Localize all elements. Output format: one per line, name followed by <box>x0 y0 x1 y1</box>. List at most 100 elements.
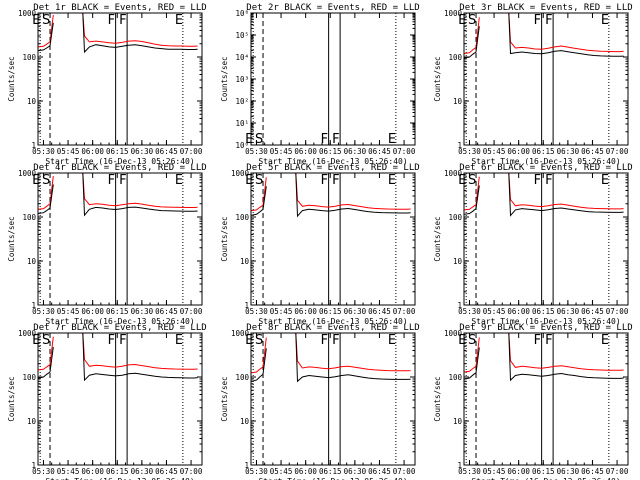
y-axis-label: Counts/sec <box>7 376 16 421</box>
x-tick-label: 05:30 <box>245 467 268 476</box>
y-tick-label: 10 <box>27 97 37 106</box>
detector-panel: Det 9r BLACK = Events, RED = LLD 1 10 100 10… <box>433 323 633 480</box>
x-tick-label: 05:45 <box>270 307 293 316</box>
x-tick-label: 05:30 <box>458 147 481 156</box>
y-tick-label: 1 <box>457 461 462 470</box>
x-tick-label: 06:00 <box>507 307 530 316</box>
y-axis-label: Counts/sec <box>220 376 229 421</box>
x-tick-label: 06:30 <box>131 467 154 476</box>
x-tick-label: 05:30 <box>458 307 481 316</box>
y-axis-label: Counts/sec <box>7 216 16 261</box>
x-tick-label: 05:30 <box>32 147 55 156</box>
y-tick-label: 100 <box>448 213 462 222</box>
x-tick-label: 06:15 <box>532 467 555 476</box>
x-tick-label: 07:00 <box>606 307 629 316</box>
marker-label-f: F <box>119 13 126 28</box>
y-tick-label: 10⁰ <box>235 141 249 150</box>
y-tick-label: 10 <box>240 417 250 426</box>
marker-label-e: E <box>458 173 466 188</box>
marker-label-e: E <box>601 13 609 28</box>
x-axis-label: Start Time (16-Dec-13 05:26:40) <box>471 317 620 326</box>
panel-title: Det 1r BLACK = Events, RED = LLD <box>33 3 206 13</box>
marker-label-s: S <box>468 173 476 188</box>
detector-panel: Det 1r BLACK = Events, RED = LLD 1 10 100 10… <box>7 3 207 166</box>
marker-label-f: F <box>108 13 115 28</box>
y-axis-label: Counts/sec <box>433 376 442 421</box>
panel-title: Det 4r BLACK = Events, RED = LLD <box>33 163 206 173</box>
x-axis-label: Start Time (16-Dec-13 05:26:40) <box>471 477 620 480</box>
x-tick-label: 06:30 <box>131 147 154 156</box>
marker-label-s: S <box>255 173 263 188</box>
plot-frame <box>250 172 416 306</box>
detector-panel: Det 8r BLACK = Events, RED = LLD 1 10 100 10… <box>220 323 420 480</box>
panel-title: Det 7r BLACK = Events, RED = LLD <box>33 323 206 333</box>
y-tick-label: 100 <box>22 53 36 62</box>
events-series-line <box>251 333 411 383</box>
lld-series-line <box>464 173 624 211</box>
marker-label-s: S <box>255 132 263 147</box>
x-tick-label: 06:15 <box>106 307 129 316</box>
y-tick-label: 1 <box>244 301 249 310</box>
marker-label-s: S <box>468 333 476 348</box>
x-tick-label: 06:30 <box>131 307 154 316</box>
x-tick-label: 05:30 <box>458 467 481 476</box>
marker-label-f: F <box>534 173 541 188</box>
lld-series-line <box>38 333 198 371</box>
lld-series-line <box>38 13 198 48</box>
marker-label-s: S <box>42 173 50 188</box>
detector-panel: Det 2r BLACK = Events, RED = LLD 10⁰ 10¹ 10… <box>220 3 420 166</box>
detector-panel: Det 3r BLACK = Events, RED = LLD 1 10 100 10… <box>433 3 633 166</box>
x-tick-label: 06:45 <box>581 467 604 476</box>
y-tick-label: 10 <box>453 417 463 426</box>
marker-label-e: E <box>175 13 183 28</box>
plot-frame <box>463 332 629 466</box>
x-tick-label: 05:45 <box>270 147 293 156</box>
marker-label-f: F <box>545 13 552 28</box>
x-axis-label: Start Time (16-Dec-13 05:26:40) <box>258 157 407 166</box>
y-tick-label: 100 <box>22 213 36 222</box>
y-tick-label: 1 <box>31 141 36 150</box>
y-tick-label: 10 <box>240 257 250 266</box>
x-tick-label: 06:00 <box>507 147 530 156</box>
y-axis-label: Counts/sec <box>220 216 229 261</box>
x-axis-label: Start Time (16-Dec-13 05:26:40) <box>45 157 194 166</box>
x-tick-label: 06:45 <box>368 467 391 476</box>
x-tick-label: 06:45 <box>581 147 604 156</box>
x-tick-label: 05:45 <box>57 467 80 476</box>
y-tick-label: 10 <box>27 257 37 266</box>
panel-title: Det 8r BLACK = Events, RED = LLD <box>246 323 419 333</box>
y-tick-label: 100 <box>448 373 462 382</box>
x-tick-label: 06:30 <box>557 307 580 316</box>
x-tick-label: 06:00 <box>294 467 317 476</box>
y-tick-label: 1 <box>457 141 462 150</box>
detector-panel: Det 4r BLACK = Events, RED = LLD 1 10 100 10… <box>7 163 207 326</box>
y-tick-label: 10 <box>453 257 463 266</box>
y-tick-label: 1000 <box>231 169 250 178</box>
x-axis-label: Start Time (16-Dec-13 05:26:40) <box>45 477 194 480</box>
lld-series-line <box>464 13 624 54</box>
marker-label-f: F <box>108 173 115 188</box>
x-tick-label: 06:30 <box>557 147 580 156</box>
x-tick-label: 05:30 <box>32 307 55 316</box>
plot-frame <box>37 332 203 466</box>
plot-frame <box>250 12 416 146</box>
x-tick-label: 06:00 <box>507 467 530 476</box>
marker-label-f: F <box>108 333 115 348</box>
events-series-line <box>464 333 624 382</box>
y-tick-label: 1000 <box>231 329 250 338</box>
marker-label-s: S <box>468 13 476 28</box>
marker-label-e: E <box>32 13 40 28</box>
y-axis-label: Counts/sec <box>7 56 16 101</box>
y-tick-label: 10⁵ <box>235 31 249 40</box>
x-tick-label: 07:00 <box>180 467 203 476</box>
x-tick-label: 07:00 <box>180 147 203 156</box>
y-tick-label: 10¹ <box>235 119 249 128</box>
y-tick-label: 100 <box>235 213 249 222</box>
x-axis-label: Start Time (16-Dec-13 05:26:40) <box>258 477 407 480</box>
events-series-line <box>464 13 624 59</box>
y-tick-label: 1 <box>244 461 249 470</box>
x-tick-label: 06:45 <box>155 467 178 476</box>
events-series-line <box>38 13 198 54</box>
detector-panel: Det 6r BLACK = Events, RED = LLD 1 10 100 10… <box>433 163 633 326</box>
